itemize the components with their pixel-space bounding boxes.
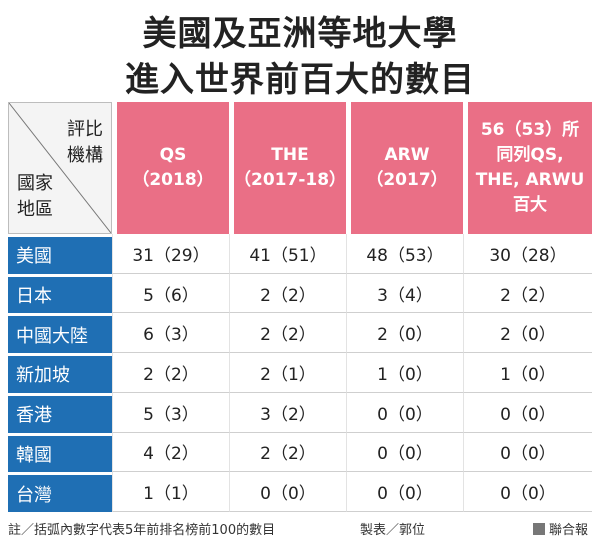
footer: 註／括弧內數字代表5年前排名榜前100的數目 製表／郭位 聯合報 <box>8 519 592 539</box>
table-cell: 2（0） <box>346 313 463 354</box>
row-label: 台灣 <box>8 472 112 512</box>
corner-label-institution: 評比 機構 <box>67 119 103 166</box>
row-label: 韓國 <box>8 432 112 473</box>
table-cell: 2（1） <box>229 353 346 393</box>
table-cell: 5（6） <box>112 273 229 314</box>
table-cell: 6（3） <box>112 313 229 354</box>
source-label: 聯合報 <box>548 523 588 538</box>
university-ranking-table: 評比 機構 國家 地區 QS （2018） THE （2017-18） ARW … <box>8 102 592 512</box>
header-arw: ARW （2017） <box>346 102 463 234</box>
table-cell: 41（51） <box>229 234 346 274</box>
table-cell: 3（2） <box>229 392 346 433</box>
table-cell: 2（2） <box>229 313 346 354</box>
table-cell: 0（0） <box>346 392 463 433</box>
table-cell: 1（0） <box>346 353 463 393</box>
row-label: 新加坡 <box>8 353 112 393</box>
table-corner: 評比 機構 國家 地區 <box>8 102 112 234</box>
table-cell: 1（0） <box>463 353 592 393</box>
table-cell: 2（2） <box>229 432 346 473</box>
header-qs: QS （2018） <box>112 102 229 234</box>
credit: 製表／郭位 <box>360 523 426 538</box>
header-all-three: 56（53）所 同列QS, THE, ARWU 百大 <box>463 102 592 234</box>
row-label: 日本 <box>8 273 112 314</box>
table-cell: 0（0） <box>463 472 592 512</box>
table-cell: 2（2） <box>112 353 229 393</box>
table-cell: 2（0） <box>463 313 592 354</box>
row-label: 中國大陸 <box>8 313 112 354</box>
page-subtitle: 進入世界前百大的數目 <box>125 60 475 100</box>
page-title: 美國及亞洲等地大學 <box>142 14 458 54</box>
row-label: 美國 <box>8 234 112 274</box>
row-label: 香港 <box>8 392 112 433</box>
table-cell: 0（0） <box>463 432 592 473</box>
table-cell: 5（3） <box>112 392 229 433</box>
table-cell: 30（28） <box>463 234 592 274</box>
table-cell: 0（0） <box>229 472 346 512</box>
table-cell: 1（1） <box>112 472 229 512</box>
table-cell: 0（0） <box>463 392 592 433</box>
table-cell: 0（0） <box>346 432 463 473</box>
diagonal-divider <box>9 103 111 233</box>
table-cell: 2（2） <box>463 273 592 314</box>
table-cell: 3（4） <box>346 273 463 314</box>
table-cell: 48（53） <box>346 234 463 274</box>
header-the: THE （2017-18） <box>229 102 346 234</box>
table-cell: 31（29） <box>112 234 229 274</box>
corner-label-region: 國家 地區 <box>17 173 53 220</box>
table-cell: 0（0） <box>346 472 463 512</box>
footnote: 註／括弧內數字代表5年前排名榜前100的數目 <box>8 523 276 538</box>
source: 聯合報 <box>532 519 588 538</box>
table-cell: 2（2） <box>229 273 346 314</box>
square-icon <box>532 522 545 535</box>
table-cell: 4（2） <box>112 432 229 473</box>
